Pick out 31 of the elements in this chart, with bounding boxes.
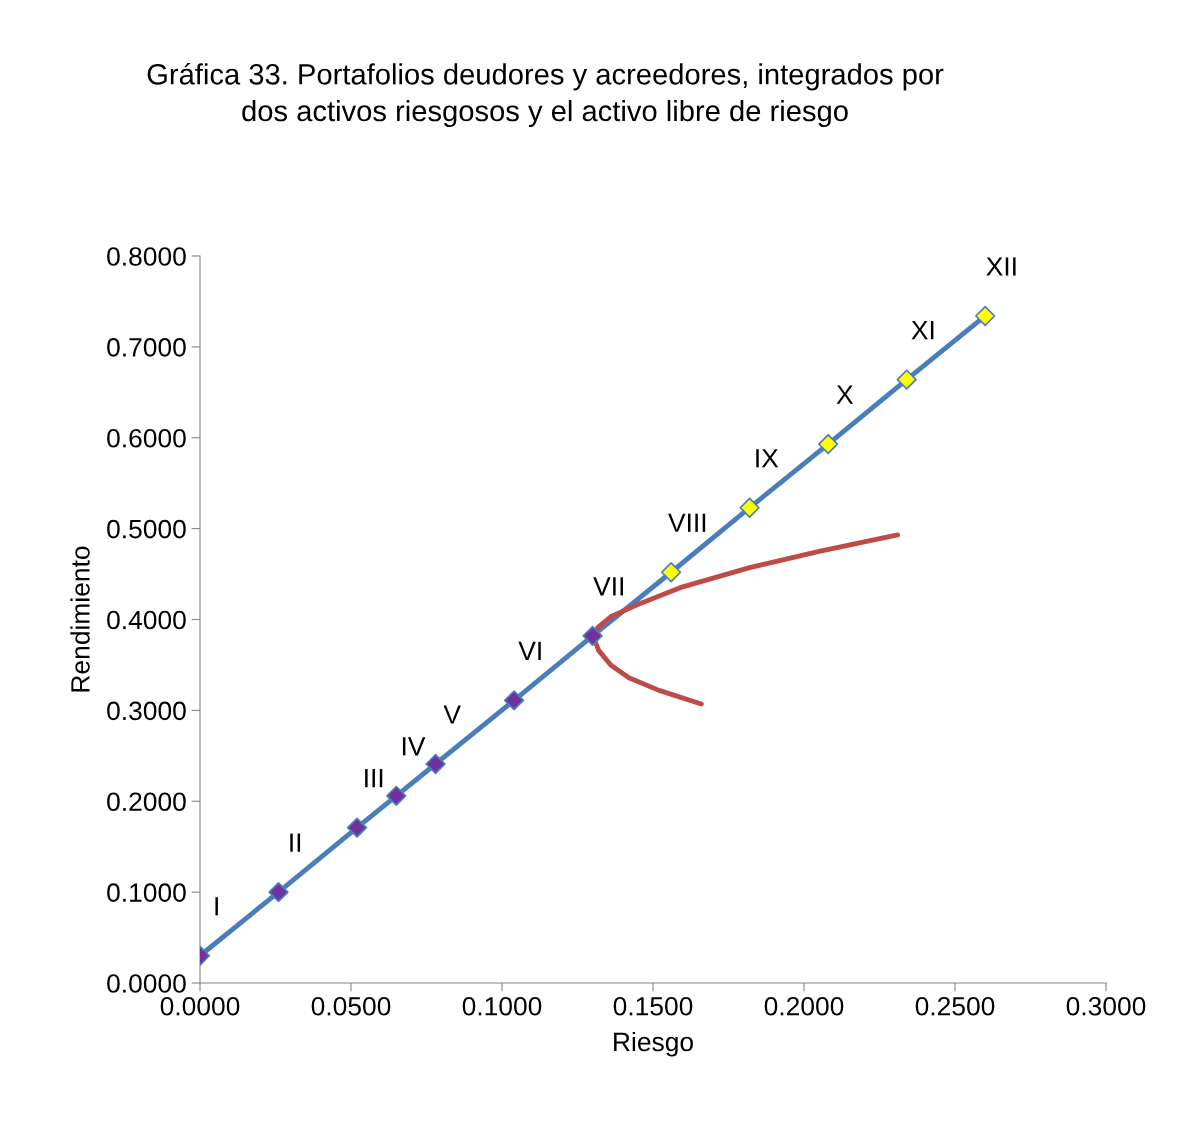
x-tick-label: 0.3000	[1066, 996, 1146, 1016]
annotation: I	[215, 897, 218, 916]
y-tick-label: 0.5000	[107, 519, 186, 539]
x-tick-label: 0.1500	[613, 996, 693, 1016]
x-tick-label: 0.2000	[764, 996, 844, 1016]
y-tick-label: 0.8000	[107, 247, 186, 266]
y-tick-label: 0.4000	[107, 610, 186, 630]
x-axis-title: Riesgo	[614, 1031, 693, 1057]
chart-title: Gráfica 33. Portafolios deudores y acreedores, integrados por dos activos riesgosos y el activo libre de riesgo	[147, 62, 944, 128]
annotation: IX	[756, 449, 779, 468]
x-tick-label: 0.1000	[462, 996, 542, 1016]
annotation: VI	[518, 641, 541, 660]
annotation: XI	[911, 321, 934, 340]
annotation: II	[290, 833, 301, 852]
y-tick-label: 0.6000	[107, 428, 186, 448]
annotation: XII	[986, 257, 1016, 276]
y-tick-label: 0.7000	[107, 338, 186, 357]
y-tick-label: 0.1000	[107, 883, 186, 902]
x-tick-label: 0.0500	[311, 996, 391, 1016]
y-axis-title: Rendimiento	[70, 546, 90, 692]
y-tick-label: 0.2000	[107, 792, 186, 812]
y-tick-label: 0.3000	[107, 701, 186, 721]
x-tick-label: 0.2500	[915, 996, 995, 1016]
y-tick-label: 0.0000	[107, 974, 186, 993]
annotation: X	[836, 385, 854, 404]
annotation: V	[443, 705, 461, 724]
x-tick-label: 0.0000	[160, 996, 240, 1016]
annotation: IV	[402, 737, 426, 756]
annotation: III	[365, 769, 383, 788]
annotation: VII	[593, 577, 623, 596]
annotation: VIII	[668, 513, 706, 532]
